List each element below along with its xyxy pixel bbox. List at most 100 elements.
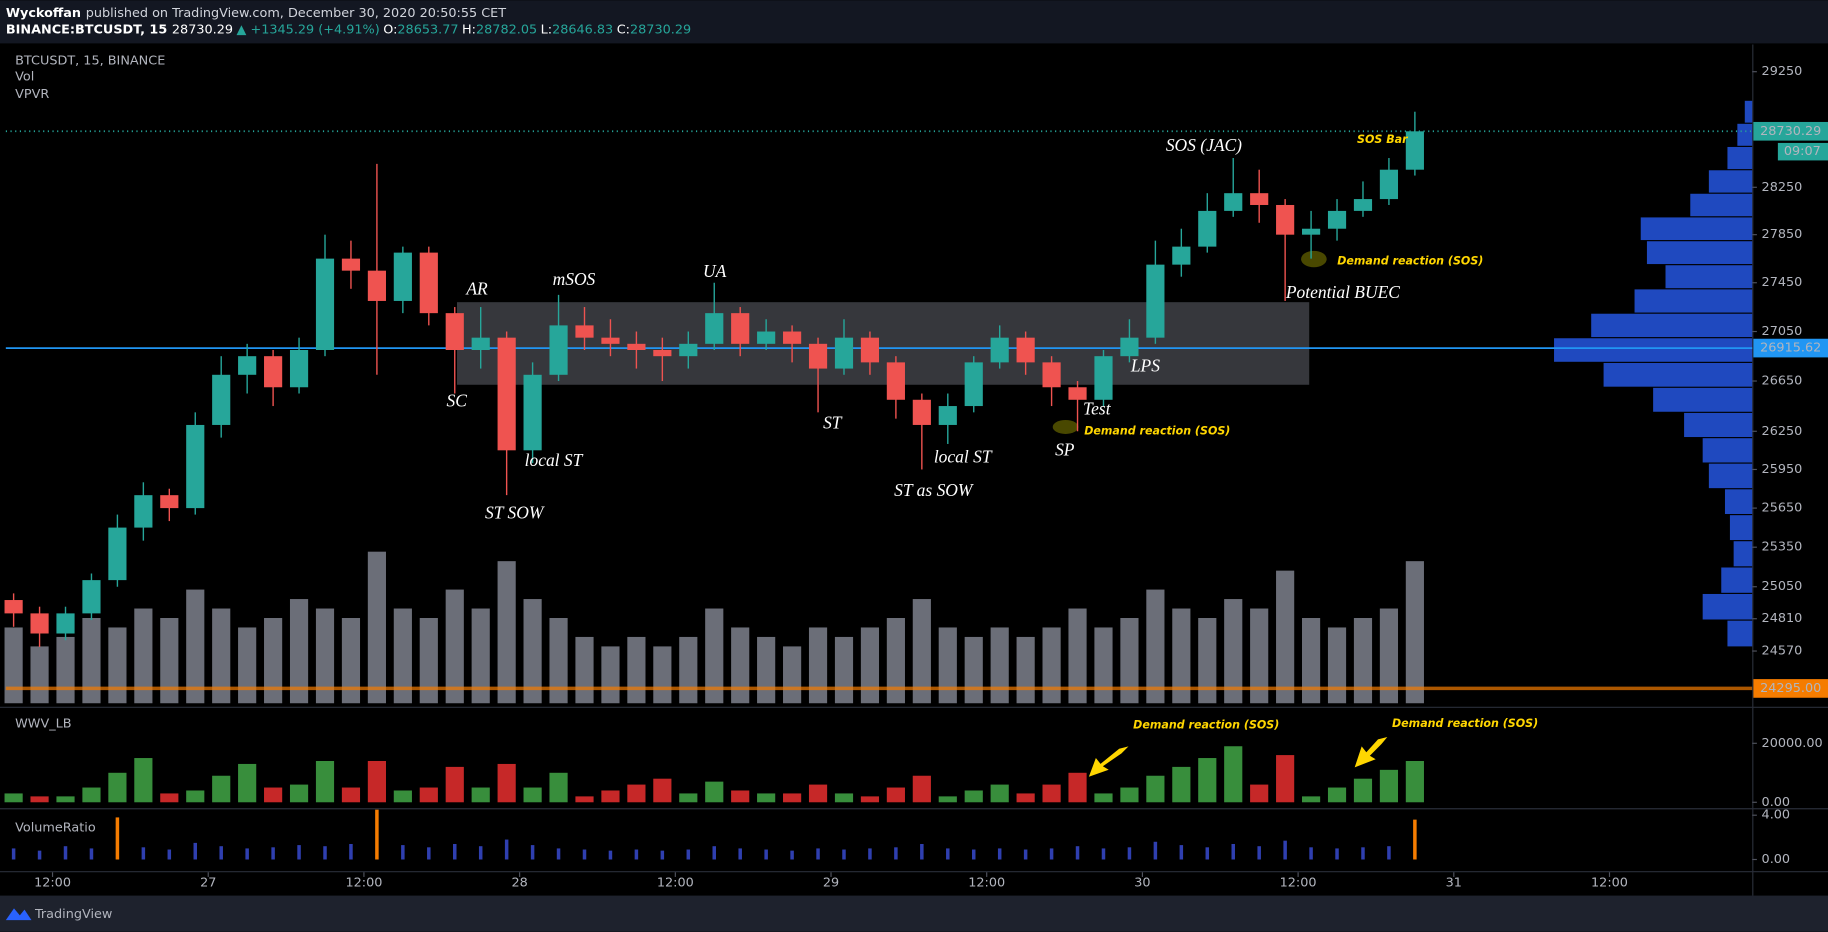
y-tick-label: 26650 (1762, 374, 1803, 389)
volume-ratio-bar (1075, 846, 1080, 860)
candle-body (679, 343, 698, 357)
wwv-bar (1042, 784, 1061, 803)
annotation: SOS (JAC) (1166, 135, 1242, 155)
vpvr-bar (1708, 463, 1753, 489)
volume-bar (1146, 589, 1165, 704)
ohlc-label: L: (541, 22, 552, 37)
volume-bar (653, 646, 672, 704)
x-tick-label: 12:00 (657, 875, 694, 890)
vpvr-bar (1591, 313, 1753, 338)
wwv-bar (808, 784, 828, 803)
y-tick-label: 24810 (1762, 611, 1803, 626)
volume-bar (938, 627, 957, 704)
volume-ratio-bar (1179, 845, 1184, 860)
volume-ratio-bar (427, 847, 431, 860)
wwv-bar (341, 787, 361, 803)
annotation: Test (1083, 399, 1112, 419)
candle-body (1094, 356, 1113, 400)
candle-body (30, 613, 49, 634)
volume-ratio-bar (842, 849, 846, 860)
candle-body (990, 337, 1009, 363)
volume-bar (549, 617, 568, 704)
volume-ratio-bar (790, 850, 794, 860)
x-tick-label: 12:00 (1280, 875, 1317, 890)
published: published on TradingView.com, December 3… (86, 6, 507, 21)
annotation: SP (1055, 439, 1075, 459)
wwv-bar (160, 793, 179, 803)
y-tick-label: 25650 (1762, 501, 1803, 516)
wwv-bar (523, 787, 542, 803)
volume-bar (1302, 617, 1321, 704)
volume-ratio-bar (764, 849, 768, 860)
vpvr-bar (1721, 567, 1753, 593)
annotation: ST (823, 413, 843, 433)
annotation: Demand reaction (SOS) (1133, 718, 1279, 731)
candle-body (445, 313, 464, 350)
x-tick-label: 27 (200, 875, 216, 890)
volume-ratio-bar (245, 848, 249, 860)
wwv-bar (912, 775, 931, 803)
arrow (1088, 746, 1129, 777)
annotation: ST SOW (485, 502, 545, 522)
candle-body (1353, 199, 1373, 211)
annotation: SOS Bar (1357, 133, 1409, 146)
volume-bar (186, 589, 205, 704)
wwv-bar (627, 784, 646, 803)
volume-ratio-bar (37, 850, 42, 860)
legend-symbol: BTCUSDT, 15, BINANCE (15, 53, 165, 68)
vpvr-bar (1646, 241, 1753, 265)
wwv-bar (134, 758, 153, 803)
wwv-bar (1068, 772, 1087, 803)
volume-bar (1016, 636, 1035, 704)
tradingview-logo (5, 908, 32, 921)
volume-ratio-bar (1231, 843, 1235, 860)
vpvr-bar (1684, 412, 1753, 438)
volume-ratio-bar (1153, 841, 1158, 860)
wwv-bar (1172, 766, 1191, 803)
volume-bar (445, 589, 464, 704)
volume-bar (757, 636, 776, 704)
candle-body (264, 356, 283, 388)
wwv-bar (1094, 793, 1113, 803)
y-tick-label: 28250 (1762, 180, 1803, 195)
wwv-bar (82, 787, 101, 803)
volume-bar (264, 617, 283, 704)
annotation: mSOS (553, 269, 596, 289)
volume-bar (523, 599, 542, 704)
wwv-bar (575, 796, 594, 803)
wwv-bar (1016, 793, 1035, 803)
annotation: Demand reaction (SOS) (1337, 254, 1483, 267)
logo-shape (5, 908, 32, 921)
wwv-bar (860, 796, 880, 803)
highlight (1052, 419, 1079, 434)
wwv-bar (108, 772, 127, 803)
candle-body (1379, 169, 1399, 200)
y-tick-label: 25950 (1762, 462, 1803, 477)
volume-bar (341, 617, 361, 704)
wwv-bar (367, 760, 386, 803)
candle-body (341, 258, 361, 271)
candle-body (4, 600, 23, 614)
wwv-bar (1198, 758, 1217, 803)
volume-bar (1224, 599, 1243, 704)
countdown-box (1777, 142, 1828, 161)
vpvr-bar (1702, 593, 1753, 620)
wwv-bar (705, 781, 724, 803)
x-tick-label: 31 (1446, 875, 1462, 890)
x-tick-label: 12:00 (345, 875, 382, 890)
volume-bar (1276, 570, 1295, 704)
volume-bar (627, 636, 646, 704)
last-price: 28730.29 (172, 22, 233, 37)
wwv-bar (1276, 755, 1295, 803)
candle-body (367, 270, 386, 301)
candle-body (471, 337, 490, 350)
y-tick-label: 26250 (1762, 424, 1803, 439)
wwv-bar (1250, 784, 1269, 803)
volume-ratio-bar (738, 848, 742, 860)
volume-ratio-bar (530, 845, 535, 860)
volume-bar (1068, 608, 1087, 704)
volume-bar (1250, 608, 1269, 704)
volume-ratio-bar (1335, 848, 1339, 860)
candle-body (1146, 264, 1165, 338)
